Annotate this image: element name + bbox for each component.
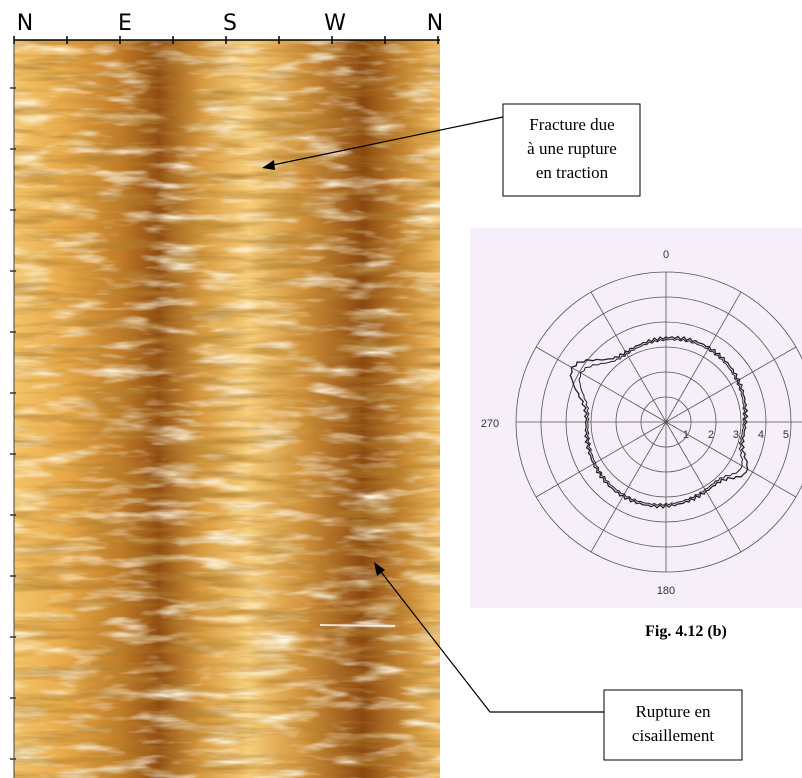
annotation-text: Rupture en (635, 702, 711, 721)
angle-label: 180 (657, 585, 675, 597)
annotation-text: Fracture due (529, 115, 614, 134)
streak (320, 625, 395, 626)
radius-label: 5 (783, 429, 789, 441)
compass-label: N (17, 11, 33, 36)
compass-label: S (223, 11, 237, 36)
compass-label: E (118, 11, 132, 36)
compass-label: N (427, 11, 443, 36)
compass-label: W (324, 11, 346, 36)
caption: Fig. 4.12 (b) (645, 623, 727, 640)
annotation-text: cisaillement (632, 726, 714, 745)
radius-label: 2 (708, 429, 714, 441)
angle-label: 0 (663, 249, 669, 261)
image-log (10, 36, 440, 778)
annotation-text: à une rupture (527, 139, 617, 158)
radius-label: 1 (683, 429, 689, 441)
polar-plot: 0270180123456 (470, 228, 802, 608)
radius-label: 4 (758, 429, 764, 441)
annotation-box (604, 690, 742, 760)
angle-label: 270 (481, 418, 499, 430)
polar-background (470, 228, 802, 608)
annotation-text: en traction (536, 163, 609, 182)
page: N E S W N Fracture due à une rupture en tracti… (0, 0, 802, 778)
figure: N E S W N Fracture due à une rupture en tracti… (0, 0, 802, 778)
radius-label: 3 (733, 429, 739, 441)
log-texture-dark (14, 40, 440, 778)
